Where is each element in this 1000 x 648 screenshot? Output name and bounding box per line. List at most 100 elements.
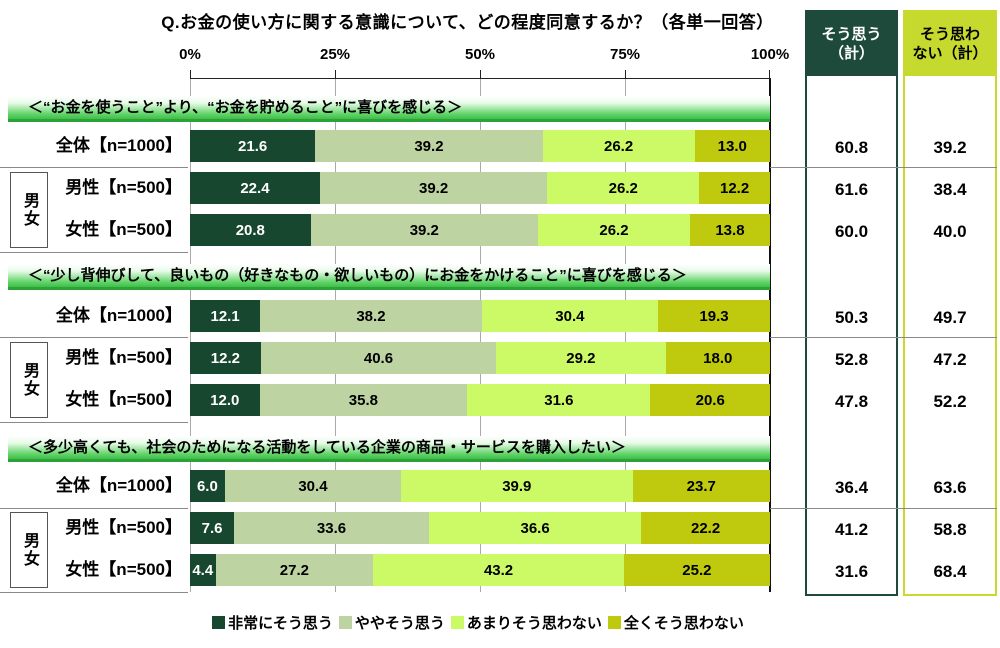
x-axis-line bbox=[190, 78, 771, 79]
divider bbox=[0, 592, 188, 593]
row-label: 全体【n=1000】 bbox=[0, 130, 182, 162]
legend-label: 全くそう思わない bbox=[623, 615, 744, 632]
bar-segment: 26.2 bbox=[547, 172, 700, 204]
bar-segment: 12.2 bbox=[699, 172, 770, 204]
bar-segment: 38.2 bbox=[260, 300, 482, 332]
divider bbox=[770, 508, 997, 509]
bar-segment: 4.4 bbox=[190, 554, 216, 586]
legend-label: あまりそう思わない bbox=[466, 615, 602, 632]
divider bbox=[770, 167, 997, 168]
bar-segment: 36.6 bbox=[428, 512, 642, 544]
divider bbox=[0, 422, 188, 423]
chart-title: Q.お金の使い方に関する意識について、どの程度同意するか？（各単一回答） bbox=[161, 13, 774, 32]
disagree-total-cell: 40.0 bbox=[933, 222, 967, 241]
axis-tick-label-100: 100% bbox=[750, 46, 790, 63]
agree-total-cell: 47.8 bbox=[834, 392, 869, 411]
bar-segment: 21.6 bbox=[190, 130, 316, 162]
stacked-bar: 12.1 38.2 30.4 19.3 bbox=[190, 300, 770, 332]
bar-segment: 6.0 bbox=[190, 470, 225, 502]
stacked-bar: 7.6 33.6 36.6 22.2 bbox=[190, 512, 770, 544]
bar-segment: 13.8 bbox=[689, 214, 770, 246]
bar-segment: 25.2 bbox=[623, 554, 770, 586]
row-label: 全体【n=1000】 bbox=[0, 470, 182, 502]
axis-tick-label-25: 25% bbox=[319, 46, 351, 63]
stacked-bar: 22.4 39.2 26.2 12.2 bbox=[190, 172, 770, 204]
divider bbox=[770, 337, 997, 338]
bar-segment: 43.2 bbox=[373, 554, 624, 586]
agree-total-cell: 60.8 bbox=[834, 138, 869, 157]
legend-label: 非常にそう思う bbox=[228, 615, 333, 632]
legend: 非常にそう思う ややそう思う あまりそう思わない 全くそう思わない bbox=[0, 612, 956, 633]
bar-segment: 22.4 bbox=[190, 172, 320, 204]
section-heading-1: ＜“お金を使うこと”より、“お金を貯めること”に喜びを感じる＞ bbox=[8, 96, 770, 122]
stacked-bar: 12.0 35.8 31.6 20.6 bbox=[190, 384, 770, 416]
bar-segment: 33.6 bbox=[234, 512, 429, 544]
disagree-total-cell: 63.6 bbox=[933, 478, 967, 497]
gender-group-label: 男女 bbox=[10, 512, 48, 588]
bar-segment: 31.6 bbox=[467, 384, 651, 416]
disagree-total-cell: 49.7 bbox=[933, 308, 967, 327]
bar-segment: 18.0 bbox=[665, 342, 770, 374]
axis-tick-label-75: 75% bbox=[609, 46, 641, 63]
gridline-0pct bbox=[190, 79, 191, 592]
bar-segment: 29.2 bbox=[496, 342, 666, 374]
stacked-bar: 20.8 39.2 26.2 13.8 bbox=[190, 214, 770, 246]
legend-swatch-strongly-disagree bbox=[607, 616, 621, 629]
gender-group-label: 男女 bbox=[10, 172, 48, 248]
bar-segment: 20.6 bbox=[650, 384, 770, 416]
disagree-total-header: そう思わ ない（計） bbox=[905, 12, 995, 76]
bar-segment: 26.2 bbox=[537, 214, 690, 246]
disagree-total-cell: 58.8 bbox=[933, 520, 967, 539]
agree-total-cell: 50.3 bbox=[834, 308, 869, 327]
stacked-bar: 6.0 30.4 39.9 23.7 bbox=[190, 470, 770, 502]
axis-tick-label-0: 0% bbox=[179, 46, 201, 63]
bar-segment: 30.4 bbox=[224, 470, 402, 502]
bar-segment: 26.2 bbox=[542, 130, 695, 162]
agree-total-cell: 31.6 bbox=[834, 562, 869, 581]
agree-total-header: そう思う （計） bbox=[807, 12, 896, 76]
stacked-bar: 21.6 39.2 26.2 13.0 bbox=[190, 130, 770, 162]
legend-item: ややそう思う bbox=[338, 612, 445, 633]
divider bbox=[0, 167, 188, 168]
gridline-25pct bbox=[335, 79, 336, 592]
axis-tick-label-50: 50% bbox=[464, 46, 496, 63]
bar-segment: 19.3 bbox=[658, 300, 770, 332]
legend-item: 非常にそう思う bbox=[212, 612, 333, 633]
axis-tick bbox=[190, 70, 191, 78]
axis-tick bbox=[625, 70, 626, 78]
agree-total-cell: 41.2 bbox=[834, 520, 869, 539]
stacked-bar: 12.2 40.6 29.2 18.0 bbox=[190, 342, 770, 374]
gridline-100pct bbox=[769, 79, 771, 592]
section-heading-3: ＜多少高くても、社会のためになる活動をしている企業の商品・サービスを購入したい＞ bbox=[8, 436, 770, 462]
bar-segment: 12.0 bbox=[190, 384, 260, 416]
bar-segment: 40.6 bbox=[260, 342, 497, 374]
bar-segment: 39.2 bbox=[310, 214, 538, 246]
legend-item: 全くそう思わない bbox=[607, 612, 744, 633]
section-heading-2: ＜“少し背伸びして、良いもの（好きなもの・欲しいもの）にお金をかけること”に喜び… bbox=[8, 264, 770, 290]
bar-segment: 30.4 bbox=[481, 300, 659, 332]
stacked-bar: 4.4 27.2 43.2 25.2 bbox=[190, 554, 770, 586]
bar-segment: 12.2 bbox=[190, 342, 261, 374]
row-label: 全体【n=1000】 bbox=[0, 300, 182, 332]
disagree-total-cell: 47.2 bbox=[933, 350, 967, 369]
bar-segment: 35.8 bbox=[259, 384, 468, 416]
agree-total-cell: 60.0 bbox=[834, 222, 869, 241]
legend-item: あまりそう思わない bbox=[450, 612, 602, 633]
disagree-total-column: そう思わ ない（計） 39.2 38.4 40.0 49.7 47.2 52.2… bbox=[903, 10, 997, 596]
disagree-total-cell: 38.4 bbox=[933, 180, 967, 199]
bar-segment: 39.9 bbox=[401, 470, 633, 502]
legend-label: ややそう思う bbox=[354, 615, 445, 632]
bar-segment: 23.7 bbox=[632, 470, 770, 502]
legend-swatch-somewhat-agree bbox=[338, 616, 352, 629]
bar-segment: 7.6 bbox=[190, 512, 235, 544]
bar-segment: 13.0 bbox=[694, 130, 770, 162]
axis-tick bbox=[769, 70, 770, 78]
bar-segment: 39.2 bbox=[315, 130, 543, 162]
agree-total-cell: 52.8 bbox=[834, 350, 869, 369]
bar-segment: 12.1 bbox=[190, 300, 261, 332]
axis-tick bbox=[335, 70, 336, 78]
bar-segment: 27.2 bbox=[215, 554, 374, 586]
disagree-total-cell: 68.4 bbox=[933, 562, 967, 581]
gridline-75pct bbox=[625, 79, 626, 592]
